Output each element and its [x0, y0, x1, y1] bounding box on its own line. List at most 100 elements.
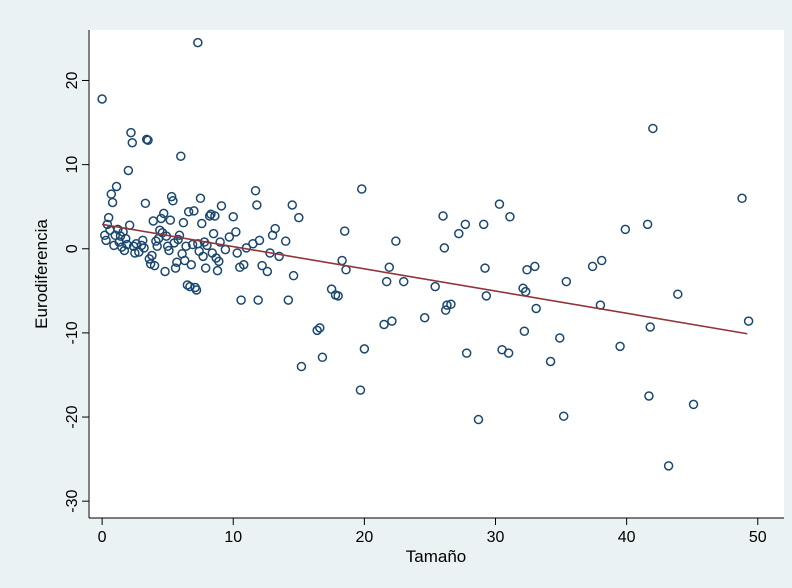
data-point	[596, 255, 607, 266]
data-point	[193, 37, 203, 48]
data-point	[174, 230, 185, 241]
x-tick-label: 0	[98, 529, 107, 546]
data-point	[204, 211, 215, 221]
data-point	[737, 193, 747, 204]
data-point	[283, 295, 294, 305]
data-point	[288, 270, 299, 281]
data-point	[110, 230, 120, 241]
data-point	[648, 123, 658, 134]
data-point	[379, 319, 389, 330]
data-point	[438, 211, 448, 221]
data-point	[127, 137, 138, 148]
data-point	[270, 223, 280, 234]
data-point	[503, 348, 514, 358]
y-tick-label: -10	[64, 321, 81, 344]
y-tick-label: 10	[64, 156, 81, 174]
data-point	[197, 218, 207, 229]
data-point	[254, 235, 265, 246]
data-point	[494, 199, 505, 209]
data-point	[359, 344, 370, 354]
data-point	[645, 322, 655, 332]
data-point	[126, 127, 136, 138]
data-point	[312, 325, 322, 336]
data-point	[189, 206, 199, 216]
data-point	[173, 234, 183, 245]
data-points	[97, 37, 754, 471]
x-tick-label: 30	[487, 529, 505, 546]
data-point	[170, 263, 181, 273]
data-point	[294, 212, 304, 223]
data-point	[252, 200, 262, 210]
data-point	[439, 243, 450, 253]
data-point	[558, 411, 569, 421]
y-axis-label: Eurodiferencia	[32, 219, 51, 329]
data-point	[531, 303, 541, 314]
data-point	[136, 240, 147, 251]
x-tick-label: 20	[355, 529, 373, 546]
x-axis-ticks: 0 10 20 30 40 50	[98, 518, 767, 546]
data-point	[384, 262, 395, 273]
data-point	[357, 184, 367, 194]
data-point	[673, 289, 683, 299]
data-point	[99, 230, 110, 241]
data-point	[216, 201, 227, 211]
data-point	[200, 263, 211, 273]
data-point	[587, 261, 598, 272]
data-point	[391, 236, 401, 246]
data-point	[398, 276, 409, 287]
data-point	[620, 224, 631, 235]
data-point	[228, 212, 238, 222]
data-point	[151, 236, 161, 246]
y-tick-label: -30	[64, 490, 81, 513]
data-point	[232, 248, 242, 258]
data-point	[198, 251, 208, 262]
x-tick-label: 10	[224, 529, 242, 546]
data-point	[103, 212, 114, 223]
data-point	[164, 245, 174, 256]
data-point	[101, 235, 111, 246]
data-point	[461, 348, 472, 358]
data-point	[478, 219, 489, 230]
data-point	[280, 236, 291, 246]
data-point	[139, 243, 149, 253]
data-point	[107, 197, 118, 208]
data-point	[381, 276, 392, 287]
data-point	[238, 259, 249, 270]
data-point	[743, 316, 754, 326]
data-point	[231, 227, 241, 237]
data-point	[123, 165, 134, 176]
data-point	[215, 237, 225, 247]
data-point	[178, 217, 189, 228]
data-point	[545, 356, 556, 367]
data-point	[165, 215, 176, 225]
data-point	[555, 333, 565, 343]
data-point	[111, 181, 122, 192]
data-point	[183, 206, 194, 217]
data-point	[214, 256, 224, 267]
data-point	[97, 94, 107, 104]
data-point	[122, 239, 132, 250]
data-point	[480, 263, 490, 273]
data-point	[191, 285, 202, 295]
data-point	[287, 200, 298, 210]
data-point	[274, 251, 284, 262]
data-point	[262, 266, 273, 277]
data-point	[179, 255, 190, 266]
data-point	[224, 232, 235, 242]
data-point	[333, 291, 343, 301]
data-point	[176, 151, 186, 161]
y-tick-label: 20	[64, 71, 81, 89]
data-point	[166, 191, 177, 202]
data-point	[187, 239, 198, 250]
fit-line	[101, 223, 748, 335]
data-point	[147, 250, 157, 261]
data-point	[130, 248, 140, 258]
data-point	[460, 219, 471, 230]
data-point	[387, 316, 397, 326]
data-point	[140, 198, 151, 209]
x-tick-label: 40	[618, 529, 636, 546]
data-point	[317, 352, 328, 363]
data-point	[257, 260, 267, 271]
data-point	[419, 313, 430, 323]
